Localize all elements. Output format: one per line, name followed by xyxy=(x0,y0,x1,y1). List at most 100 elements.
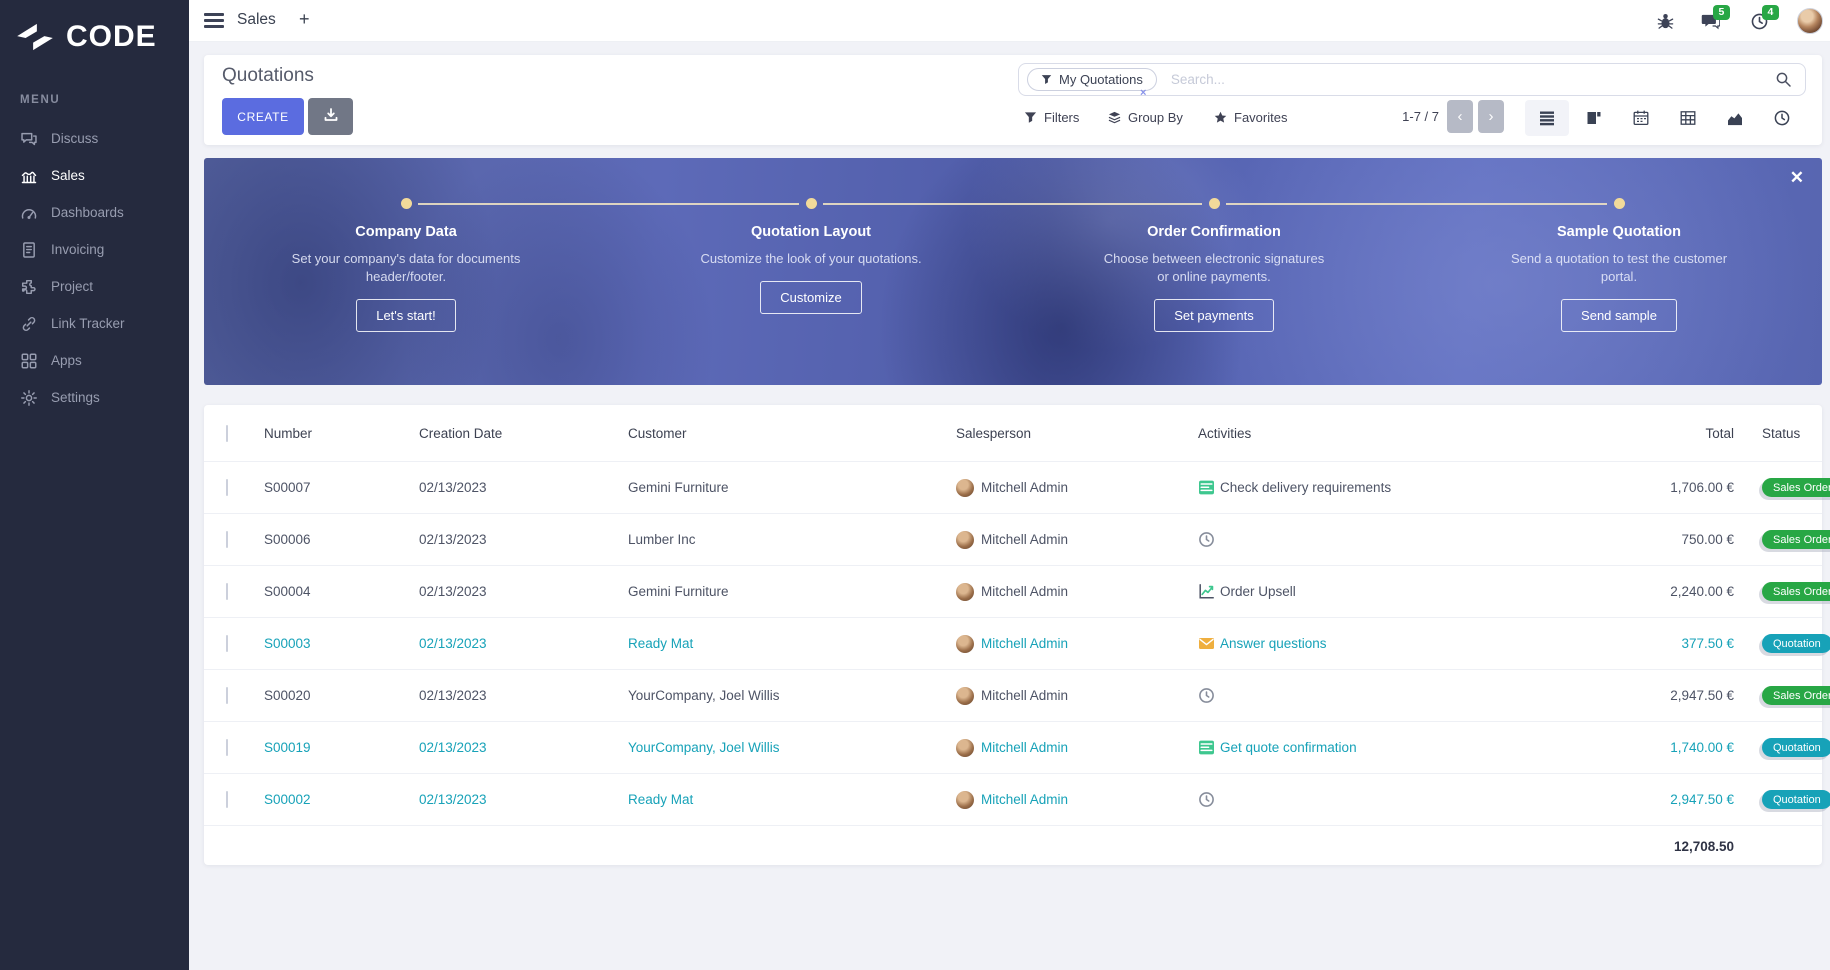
step-action-button[interactable]: Set payments xyxy=(1154,299,1274,332)
activities-clock-icon[interactable]: 4 xyxy=(1750,4,1779,31)
sidebar-item-discuss[interactable]: Discuss xyxy=(0,120,189,157)
column-header-creation-date[interactable]: Creation Date xyxy=(419,425,503,441)
onboarding-step-order-confirmation: Order Confirmation Choose between electro… xyxy=(1064,224,1364,332)
cell-status: Sales Order xyxy=(1734,530,1830,549)
cell-number: S00003 xyxy=(264,636,311,651)
row-checkbox[interactable] xyxy=(226,687,228,704)
cell-creation-date: 02/13/2023 xyxy=(419,532,487,547)
cell-status: Quotation xyxy=(1734,634,1830,653)
table-row[interactable]: S00007 02/13/2023 Gemini Furniture Mitch… xyxy=(204,461,1830,513)
view-switch-list[interactable] xyxy=(1525,100,1569,136)
sidebar-item-settings[interactable]: Settings xyxy=(0,379,189,416)
sidebar-item-project[interactable]: Project xyxy=(0,268,189,305)
view-switch-graph[interactable] xyxy=(1713,100,1757,136)
envelope-activity-icon[interactable] xyxy=(1198,635,1215,652)
filters-button[interactable]: Filters xyxy=(1024,107,1079,127)
cell-total: 377.50 € xyxy=(1681,636,1734,651)
group-by-label: Group By xyxy=(1128,109,1183,125)
table-row[interactable]: S00019 02/13/2023 YourCompany, Joel Will… xyxy=(204,721,1830,773)
cell-salesperson: Mitchell Admin xyxy=(946,686,1188,705)
cell-creation-date: 02/13/2023 xyxy=(419,688,487,703)
sidebar-item-apps[interactable]: Apps xyxy=(0,342,189,379)
create-button[interactable]: CREATE xyxy=(222,98,304,135)
user-avatar[interactable] xyxy=(1797,8,1823,34)
step-action-button[interactable]: Send sample xyxy=(1561,299,1677,332)
group-by-button[interactable]: Group By xyxy=(1108,107,1183,127)
app-tab-title[interactable]: Sales xyxy=(237,11,276,28)
export-button[interactable] xyxy=(308,98,353,135)
cell-status: Quotation xyxy=(1734,790,1830,809)
select-all-checkbox[interactable] xyxy=(226,424,228,442)
cell-activities xyxy=(1188,687,1538,704)
logo-icon xyxy=(17,23,53,51)
column-header-salesperson[interactable]: Salesperson xyxy=(956,425,1032,441)
cell-creation-date: 02/13/2023 xyxy=(419,480,487,495)
debug-bug-icon[interactable] xyxy=(1656,12,1675,31)
pager-previous-button[interactable]: ‹ xyxy=(1447,100,1473,133)
step-title: Quotation Layout xyxy=(750,224,871,240)
star-icon xyxy=(1214,111,1227,123)
salesperson-name: Mitchell Admin xyxy=(981,532,1069,547)
table-header-row: Number Creation Date Customer Salesperson Ac… xyxy=(204,405,1822,461)
timeline-line xyxy=(823,203,1202,205)
sidebar-item-label: Dashboards xyxy=(51,205,124,220)
sidebar-item-link-tracker[interactable]: Link Tracker xyxy=(0,305,189,342)
hamburger-menu-icon[interactable] xyxy=(204,13,224,28)
sidebar-item-invoicing[interactable]: Invoicing xyxy=(0,231,189,268)
search-bar[interactable]: My Quotations Search... xyxy=(1018,63,1806,96)
page-title: Quotations xyxy=(222,65,314,86)
cell-total: 750.00 € xyxy=(1681,532,1734,547)
row-checkbox[interactable] xyxy=(226,635,228,652)
table-row[interactable]: S00020 02/13/2023 YourCompany, Joel Will… xyxy=(204,669,1830,721)
table-row[interactable]: S00006 02/13/2023 Lumber Inc Mitchell Ad… xyxy=(204,513,1830,565)
salesperson-avatar xyxy=(956,478,974,497)
clock-activity-icon[interactable] xyxy=(1198,687,1215,704)
column-header-activities[interactable]: Activities xyxy=(1198,425,1252,441)
graph-view-icon xyxy=(1726,109,1744,127)
row-checkbox[interactable] xyxy=(226,583,228,600)
sidebar-item-sales[interactable]: Sales xyxy=(0,157,189,194)
view-switch-pivot[interactable] xyxy=(1666,100,1710,136)
tasks-activity-icon[interactable] xyxy=(1198,739,1215,756)
cell-number: S00007 xyxy=(264,480,311,495)
messages-icon[interactable]: 5 xyxy=(1701,4,1730,31)
cell-salesperson: Mitchell Admin xyxy=(946,738,1188,757)
cell-status: Sales Order xyxy=(1734,686,1830,705)
view-switch-activity[interactable] xyxy=(1760,100,1804,136)
app-logo[interactable]: CODE xyxy=(0,0,189,54)
column-header-number[interactable]: Number xyxy=(264,425,313,441)
filter-facet-chip[interactable]: My Quotations xyxy=(1027,68,1157,91)
view-switch-calendar[interactable] xyxy=(1619,100,1663,136)
view-switch-kanban[interactable] xyxy=(1572,100,1616,136)
salesperson-avatar xyxy=(956,686,974,705)
column-header-status[interactable]: Status xyxy=(1762,425,1801,441)
table-row[interactable]: S00004 02/13/2023 Gemini Furniture Mitch… xyxy=(204,565,1830,617)
clock-activity-icon[interactable] xyxy=(1198,531,1215,548)
column-header-total[interactable]: Total xyxy=(1705,425,1734,441)
messages-count-badge: 5 xyxy=(1713,4,1730,21)
step-action-button[interactable]: Let's start! xyxy=(356,299,456,332)
row-checkbox[interactable] xyxy=(226,479,228,496)
table-row[interactable]: S00002 02/13/2023 Ready Mat Mitchell Adm… xyxy=(204,773,1830,825)
tasks-activity-icon[interactable] xyxy=(1198,479,1215,496)
column-header-customer[interactable]: Customer xyxy=(628,425,687,441)
pager-next-button[interactable]: › xyxy=(1478,100,1504,133)
banner-close-icon[interactable]: ✕ xyxy=(1789,168,1804,187)
row-checkbox[interactable] xyxy=(226,739,228,756)
timeline-dot xyxy=(1614,198,1625,209)
chart-activity-icon[interactable] xyxy=(1198,583,1215,600)
favorites-button[interactable]: Favorites xyxy=(1214,107,1287,127)
search-input[interactable]: Search... xyxy=(1170,72,1225,87)
row-checkbox[interactable] xyxy=(226,531,228,548)
table-row[interactable]: S00003 02/13/2023 Ready Mat Mitchell Adm… xyxy=(204,617,1830,669)
new-tab-button[interactable]: + xyxy=(299,9,310,29)
search-icon[interactable] xyxy=(1775,71,1792,93)
cell-salesperson: Mitchell Admin xyxy=(946,790,1188,809)
clock-activity-icon[interactable] xyxy=(1198,791,1215,808)
facet-remove-icon[interactable]: × xyxy=(1140,87,1147,99)
quotations-table: Number Creation Date Customer Salesperson Ac… xyxy=(204,405,1830,865)
favorites-label: Favorites xyxy=(1234,109,1288,125)
row-checkbox[interactable] xyxy=(226,791,228,808)
step-action-button[interactable]: Customize xyxy=(760,281,862,314)
sidebar-item-dashboards[interactable]: Dashboards xyxy=(0,194,189,231)
